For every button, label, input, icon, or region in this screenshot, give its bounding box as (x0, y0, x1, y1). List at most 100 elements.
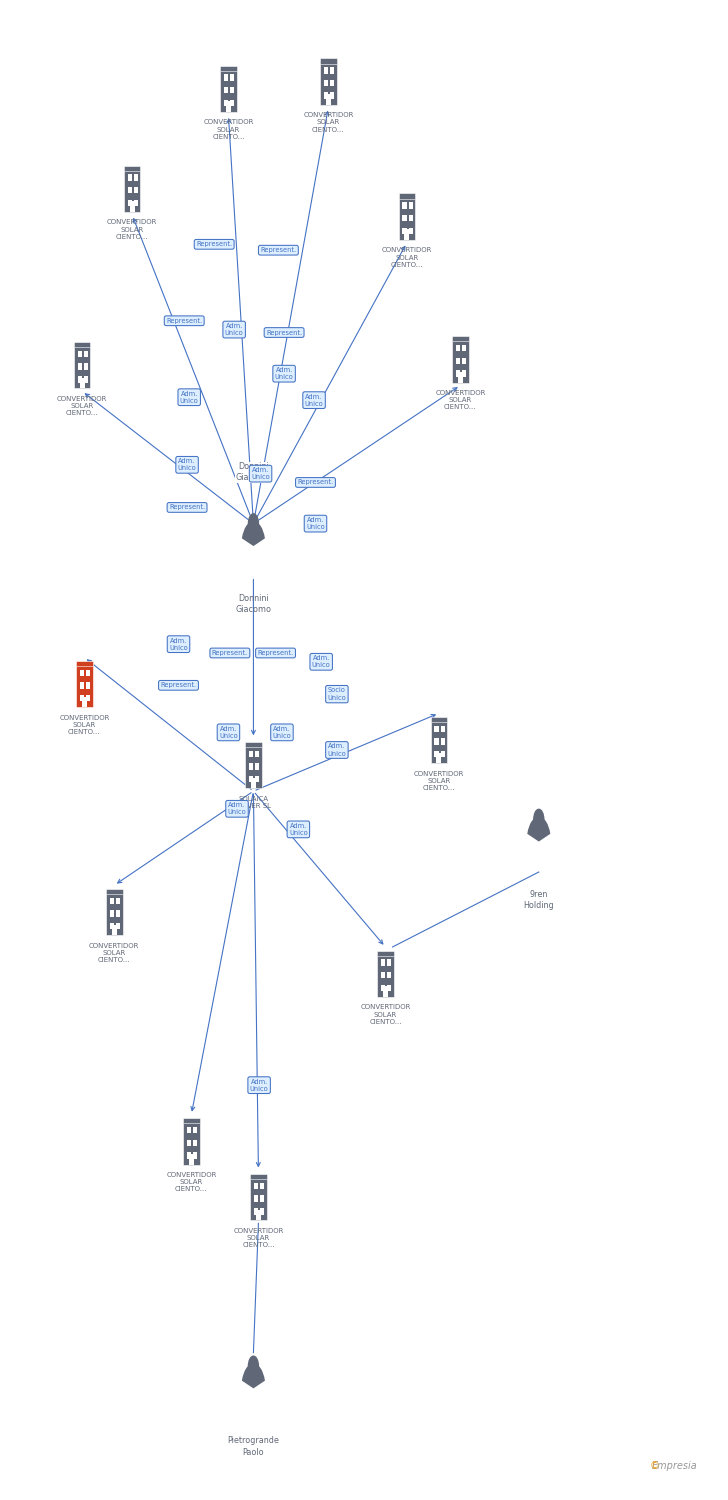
FancyBboxPatch shape (80, 694, 84, 702)
Wedge shape (242, 522, 264, 544)
FancyBboxPatch shape (408, 214, 413, 222)
Text: CONVERTIDOR
SOLAR
CIENTO...: CONVERTIDOR SOLAR CIENTO... (89, 942, 140, 963)
FancyBboxPatch shape (224, 99, 228, 106)
FancyBboxPatch shape (76, 663, 92, 708)
Text: Adm.
Unico: Adm. Unico (272, 726, 291, 740)
FancyBboxPatch shape (127, 200, 132, 206)
Text: ©: © (649, 1461, 659, 1472)
FancyBboxPatch shape (187, 1126, 191, 1134)
FancyBboxPatch shape (220, 68, 237, 112)
Text: Represent.: Represent. (258, 650, 293, 656)
FancyBboxPatch shape (82, 698, 87, 708)
Text: Adm.
Unico: Adm. Unico (225, 322, 244, 336)
FancyBboxPatch shape (183, 1118, 199, 1124)
FancyBboxPatch shape (224, 75, 228, 81)
FancyBboxPatch shape (377, 951, 394, 956)
FancyBboxPatch shape (110, 910, 114, 916)
Wedge shape (528, 818, 550, 840)
FancyBboxPatch shape (110, 897, 114, 904)
FancyBboxPatch shape (387, 960, 392, 966)
Text: CONVERTIDOR
SOLAR
CIENTO...: CONVERTIDOR SOLAR CIENTO... (414, 771, 464, 790)
FancyBboxPatch shape (250, 1174, 266, 1179)
FancyBboxPatch shape (381, 972, 385, 978)
Text: Donnini
Giacomo: Donnini Giacomo (235, 594, 272, 615)
Text: Represent.: Represent. (169, 504, 205, 510)
Text: CONVERTIDOR
SOLAR
CIENTO...: CONVERTIDOR SOLAR CIENTO... (381, 248, 432, 268)
FancyBboxPatch shape (187, 1140, 191, 1146)
FancyBboxPatch shape (193, 1152, 197, 1158)
FancyBboxPatch shape (435, 738, 439, 744)
FancyBboxPatch shape (440, 752, 445, 758)
FancyBboxPatch shape (251, 777, 256, 788)
FancyBboxPatch shape (183, 1120, 199, 1164)
FancyBboxPatch shape (383, 987, 388, 998)
FancyBboxPatch shape (80, 378, 84, 388)
FancyBboxPatch shape (387, 972, 392, 978)
Text: Represent.: Represent. (160, 682, 197, 688)
FancyBboxPatch shape (256, 1210, 261, 1221)
FancyBboxPatch shape (193, 1126, 197, 1134)
Text: Adm.
Unico: Adm. Unico (306, 518, 325, 530)
FancyBboxPatch shape (230, 87, 234, 93)
FancyBboxPatch shape (377, 952, 394, 998)
Circle shape (248, 514, 258, 534)
FancyBboxPatch shape (260, 1196, 264, 1202)
FancyBboxPatch shape (249, 776, 253, 783)
Text: CONVERTIDOR
SOLAR
CIENTO...: CONVERTIDOR SOLAR CIENTO... (57, 396, 107, 416)
FancyBboxPatch shape (452, 336, 469, 342)
Text: CONVERTIDOR
SOLAR
CIENTO...: CONVERTIDOR SOLAR CIENTO... (107, 219, 157, 240)
FancyBboxPatch shape (381, 960, 385, 966)
Text: CONVERTIDOR
SOLAR
CIENTO...: CONVERTIDOR SOLAR CIENTO... (303, 112, 354, 132)
FancyBboxPatch shape (403, 214, 406, 222)
FancyBboxPatch shape (78, 351, 82, 357)
FancyBboxPatch shape (456, 370, 460, 376)
Text: CONVERTIDOR
SOLAR
CIENTO...: CONVERTIDOR SOLAR CIENTO... (59, 714, 109, 735)
FancyBboxPatch shape (320, 60, 336, 105)
FancyBboxPatch shape (134, 188, 138, 194)
FancyBboxPatch shape (134, 200, 138, 206)
FancyBboxPatch shape (249, 764, 253, 770)
FancyBboxPatch shape (324, 68, 328, 74)
FancyBboxPatch shape (224, 87, 228, 93)
FancyBboxPatch shape (440, 738, 445, 744)
FancyBboxPatch shape (124, 168, 141, 211)
FancyBboxPatch shape (116, 910, 120, 916)
FancyBboxPatch shape (456, 345, 460, 351)
FancyBboxPatch shape (431, 718, 447, 764)
FancyBboxPatch shape (255, 750, 259, 758)
Text: Adm.
Unico: Adm. Unico (312, 656, 331, 669)
FancyBboxPatch shape (187, 1152, 191, 1158)
Text: Adm.
Unico: Adm. Unico (180, 390, 199, 404)
FancyBboxPatch shape (320, 58, 336, 63)
FancyBboxPatch shape (134, 174, 138, 182)
Text: Represent.: Represent. (261, 248, 296, 254)
FancyBboxPatch shape (127, 188, 132, 194)
FancyBboxPatch shape (260, 1184, 264, 1190)
FancyBboxPatch shape (189, 1154, 194, 1164)
FancyBboxPatch shape (74, 342, 90, 346)
FancyBboxPatch shape (193, 1140, 197, 1146)
FancyBboxPatch shape (249, 750, 253, 758)
Text: Adm.
Unico: Adm. Unico (305, 393, 323, 406)
Text: CONVERTIDOR
SOLAR
CIENTO...: CONVERTIDOR SOLAR CIENTO... (435, 390, 486, 411)
FancyBboxPatch shape (326, 94, 331, 105)
FancyBboxPatch shape (86, 669, 90, 676)
FancyBboxPatch shape (462, 370, 467, 376)
FancyBboxPatch shape (408, 202, 413, 208)
FancyBboxPatch shape (398, 194, 415, 200)
FancyBboxPatch shape (245, 742, 261, 747)
FancyBboxPatch shape (324, 80, 328, 86)
FancyBboxPatch shape (452, 338, 469, 382)
FancyBboxPatch shape (110, 922, 114, 930)
Text: Represent.: Represent. (212, 650, 248, 656)
FancyBboxPatch shape (254, 1196, 258, 1202)
FancyBboxPatch shape (440, 726, 445, 732)
Text: Represent.: Represent. (166, 318, 202, 324)
FancyBboxPatch shape (84, 351, 88, 357)
FancyBboxPatch shape (230, 99, 234, 106)
FancyBboxPatch shape (84, 376, 88, 382)
FancyBboxPatch shape (435, 726, 439, 732)
FancyBboxPatch shape (330, 93, 334, 99)
Text: Adm.
Unico: Adm. Unico (178, 459, 197, 471)
Text: 9ren
Holding: 9ren Holding (523, 890, 554, 909)
